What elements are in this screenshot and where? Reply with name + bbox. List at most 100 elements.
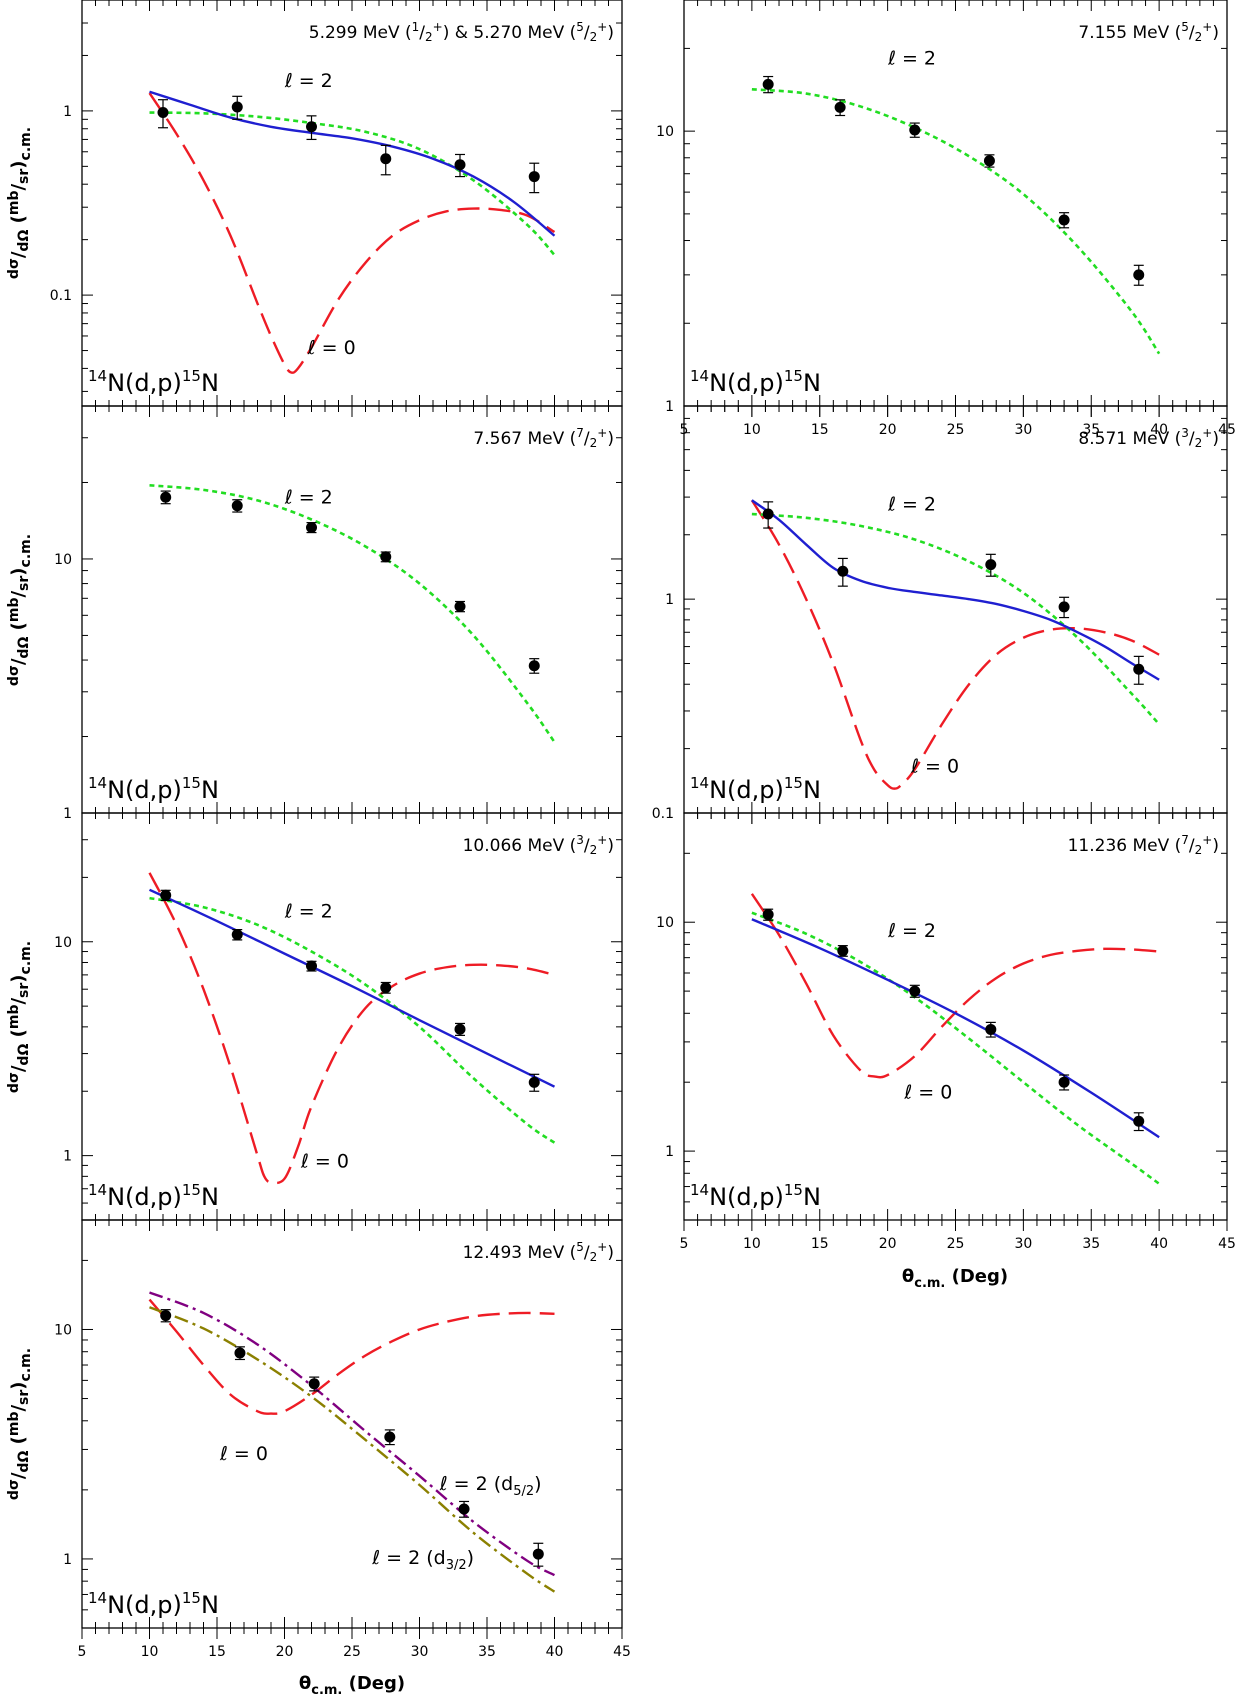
data-point [909,122,921,138]
data-point [160,889,172,902]
y-tick-label: 1 [665,1144,674,1160]
reaction-label: 14N(d,p)15N [690,774,821,804]
data-point [528,1073,540,1092]
y-tick-label: 10 [54,552,72,568]
x-tick-label: 30 [411,1644,429,1660]
panel-frame [81,812,623,1221]
data-point [306,521,317,534]
y-tick-label: 10 [656,915,674,931]
x-tick-label: 15 [208,1644,226,1660]
x-tick-label: 35 [1082,422,1100,438]
data-point [160,490,172,505]
curve-fit [148,888,556,1088]
curve-l2 [149,483,556,743]
data-point [380,551,392,563]
panel-title: 11.236 MeV (7/2+) [1068,833,1219,857]
curve-l2 [751,911,1160,1185]
data-point [454,153,466,178]
y-tick-label: 10 [54,935,72,951]
curve-annotation: ℓ = 2 [887,920,936,942]
data-point [528,658,540,674]
panel-f: 5 10 15 20 25 30 35 40 45 1 10 11.236 MeV (7/2+) 14N… [656,812,1236,1252]
x-tick-label: 10 [743,422,761,438]
data-point [834,99,846,117]
data-point [985,1021,997,1038]
reaction-label: 14N(d,p)15N [88,774,219,804]
panel-title: 10.066 MeV (3/2+) [463,833,614,857]
data-point [762,501,774,529]
curve-annotation: ℓ = 0 [219,1443,268,1465]
data-point [1058,596,1070,619]
reaction-label: 14N(d,p)15N [690,1181,821,1211]
x-tick-label: 25 [947,422,965,438]
data-point [306,960,317,972]
data-point [762,908,774,921]
curve-l0 [750,499,1160,790]
curve-annotation: ℓ = 2 [284,70,333,92]
y-tick-label: 1 [665,592,674,608]
data-point [909,984,921,998]
panel-title: 7.155 MeV (5/2+) [1078,20,1219,44]
data-point [837,557,849,587]
data-point [380,981,392,994]
data-point [160,1309,172,1323]
panel-title: 5.299 MeV (1/2+) & 5.270 MeV (5/2+) [309,20,614,44]
x-axis-title: θc.m. (Deg) [902,1266,1008,1291]
panel-frame [81,1219,623,1629]
curve-annotation: ℓ = 0 [903,1081,952,1103]
panel-g: 5 10 15 20 25 30 35 40 45 1 10 12.493 MeV (5/2+) 14N… [54,1219,631,1660]
data-point [762,75,774,94]
data-point [231,95,243,120]
x-tick-label: 25 [947,1236,965,1252]
y-tick-label: 0.1 [50,288,72,304]
y-tick-label: 1 [63,104,72,120]
y-tick-label: 1 [665,399,674,415]
y-tick-label: 1 [63,1552,72,1568]
curve-fit [751,499,1160,681]
panel-title: 8.571 MeV (3/2+) [1078,426,1219,450]
panel-frame [683,0,1228,407]
curve-l0 [148,872,555,1185]
curve-annotation: ℓ = 0 [910,755,959,777]
curve-l2 [751,512,1161,726]
curve-annotation: ℓ = 0 [300,1150,349,1172]
data-point [380,144,392,176]
panel-e: 1 10 10.066 MeV (3/2+) 14N(d,p)15N ℓ = 2 ℓ = … [54,812,623,1231]
data-point [1058,212,1070,229]
y-axis-title: dσ/dΩ (mb/sr)c.m. [6,127,34,279]
data-point [1133,1112,1145,1132]
x-tick-label: 30 [1014,422,1032,438]
x-tick-label: 40 [546,1644,564,1660]
curve-l0 [148,1298,555,1415]
x-tick-label: 25 [343,1644,361,1660]
data-point [1058,1074,1070,1091]
curve-l2 [751,87,1161,355]
y-tick-label: 10 [656,124,674,140]
x-tick-label: 40 [1150,1236,1168,1252]
data-point [234,1346,246,1361]
curve-annotation: ℓ = 2 [887,47,936,69]
data-point [1133,264,1145,286]
x-tick-label: 20 [879,422,897,438]
data-point [454,1022,466,1036]
y-tick-label: 1 [63,1149,72,1165]
x-tick-label: 40 [1150,422,1168,438]
reaction-label: 14N(d,p)15N [88,367,219,397]
y-tick-label: 1 [63,806,72,822]
data-point [384,1429,396,1446]
y-axis-title: dσ/dΩ (mb/sr)c.m. [6,941,34,1093]
data-point [306,115,317,141]
curve-annotation: ℓ = 2 (d5/2) [439,1473,542,1499]
curve-d32 [149,1306,556,1593]
x-tick-label: 20 [276,1644,294,1660]
panel-d: 0.1 1 8.571 MeV (3/2+) 14N(d,p)15N ℓ = 2 ℓ = … [652,405,1228,824]
panel-title: 12.493 MeV (5/2+) [463,1240,614,1264]
x-tick-label: 5 [680,1236,689,1252]
x-tick-label: 45 [1218,1236,1236,1252]
x-tick-label: 10 [743,1236,761,1252]
curve-l2 [149,111,556,256]
x-tick-label: 35 [1082,1236,1100,1252]
panel-a: 0.1 1 5.299 MeV (1/2+) & 5.270 MeV (5/2+) 1… [50,0,623,417]
